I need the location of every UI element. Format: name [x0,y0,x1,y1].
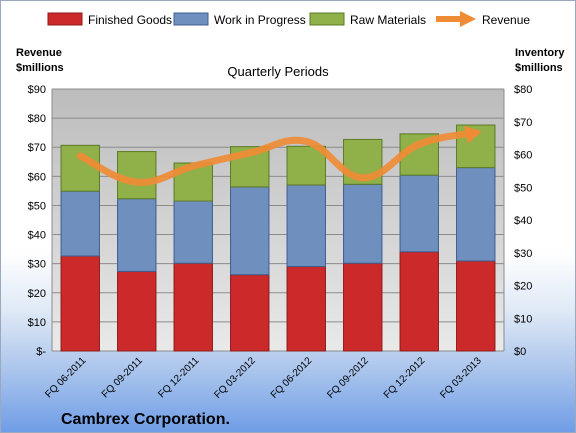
left-tick-label: $20 [28,288,46,300]
category-axis-labels: FQ 06-2011 FQ 09-2011 FQ 12-2011 FQ 03-2012… [43,355,484,401]
right-tick-label: $50 [514,182,532,194]
legend-swatch-finished-goods [47,12,83,26]
left-tick-label: $10 [28,317,46,329]
right-tick-label: $80 [514,84,532,96]
bar-segment-finished-goods [230,274,270,352]
legend-label: Raw Materials [350,13,426,27]
left-axis-title-line2: $millions [16,62,64,74]
category-label: FQ 09-2011 [100,355,145,400]
category-label: FQ 12-2011 [156,355,201,400]
bar-segment-work-in-progress [230,186,270,276]
bar-segment-work-in-progress [456,167,496,262]
right-axis-title-line1: Inventory [515,47,565,59]
bar-segment-finished-goods [117,270,157,352]
left-axis-ticks: $- $10 $20 $30 $40 $50 $60 $70 $80 $90 [28,84,47,358]
right-tick-label: $70 [514,117,532,129]
bar-segment-work-in-progress [343,183,383,264]
bar-segment-finished-goods [173,262,213,352]
legend: Finished Goods Work in Progress Raw Materi… [47,11,530,27]
left-tick-label: $40 [28,230,46,242]
bar-segment-finished-goods [456,260,496,352]
legend-swatch-revenue-arrow [460,11,476,27]
legend-swatch-work-in-progress [173,12,209,26]
category-label: FQ 03-2012 [212,355,258,401]
left-tick-label: $60 [28,171,46,183]
bar-segment-work-in-progress [173,200,213,264]
bar-segment-raw-materials [286,145,326,186]
bar-segment-work-in-progress [286,184,326,268]
bar-segment-finished-goods [399,251,439,352]
legend-label: Work in Progress [214,13,306,27]
category-label: FQ 06-2012 [269,355,315,401]
legend-label: Finished Goods [88,13,172,27]
legend-label: Revenue [482,13,530,27]
category-label: FQ 06-2011 [43,355,88,400]
bar-segment-finished-goods [286,266,326,352]
right-tick-label: $0 [514,346,526,358]
left-axis-title-line1: Revenue [16,47,62,59]
bar-segment-raw-materials [117,151,157,200]
bar-segment-work-in-progress [399,174,439,253]
company-name: Cambrex Corporation. [61,411,230,428]
left-tick-label: $50 [28,200,46,212]
category-label: FQ 03-2013 [438,355,484,401]
revenue-line [76,129,480,186]
category-label: FQ 09-2012 [325,355,371,401]
left-tick-label: $30 [28,259,46,271]
category-label: FQ 12-2012 [382,355,428,401]
right-axis-ticks: $0 $10 $20 $30 $40 $50 $60 $70 $80 [514,84,532,358]
right-axis-title-line2: $millions [515,62,563,74]
revenue-arrowhead [464,125,482,144]
bar-segment-finished-goods [343,262,383,352]
plot-title: Quarterly Periods [227,64,329,79]
bar-segment-finished-goods [60,255,100,352]
right-tick-label: $60 [514,150,532,162]
right-tick-label: $20 [514,281,532,293]
bar-segment-work-in-progress [60,190,100,257]
bar-segment-work-in-progress [117,198,157,272]
left-tick-label: $80 [28,113,46,125]
left-tick-label: $70 [28,142,46,154]
right-tick-label: $10 [514,313,532,325]
legend-swatch-raw-materials [309,12,345,26]
right-tick-label: $30 [514,248,532,260]
revenue-line-series [76,125,482,186]
left-tick-label: $90 [28,84,46,96]
bar-segment-raw-materials [60,144,100,192]
left-tick-label: $- [36,346,46,358]
right-tick-label: $40 [514,215,532,227]
